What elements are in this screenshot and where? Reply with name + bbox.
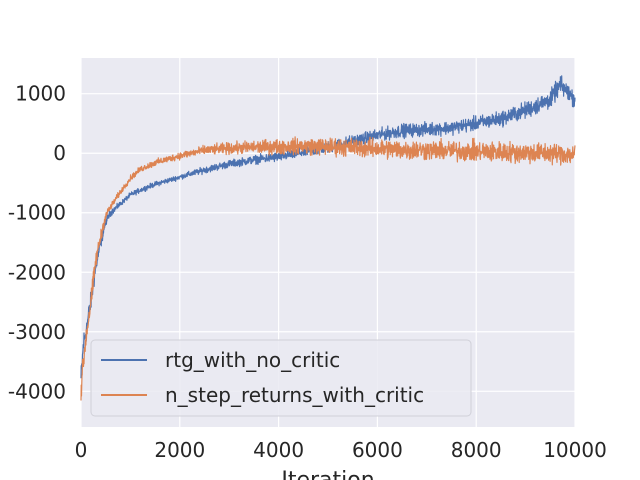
y-tick-label: -3000 bbox=[8, 320, 66, 344]
x-tick-label: 4000 bbox=[253, 438, 304, 462]
legend: rtg_with_no_critic n_step_returns_with_cr… bbox=[90, 339, 472, 417]
x-tick-labels: 0 2000 4000 6000 8000 10000 bbox=[75, 438, 607, 462]
y-tick-label: 1000 bbox=[15, 82, 66, 106]
legend-box bbox=[90, 339, 472, 417]
x-axis-label: Iteration bbox=[281, 468, 374, 480]
y-tick-label: 0 bbox=[53, 141, 66, 165]
x-tick-label: 10000 bbox=[543, 438, 607, 462]
x-tick-label: 6000 bbox=[352, 438, 403, 462]
legend-label: n_step_returns_with_critic bbox=[165, 383, 424, 407]
series-line-n_step_returns_with_critic bbox=[80, 136, 576, 401]
x-tick-label: 8000 bbox=[451, 438, 502, 462]
series-lines bbox=[80, 75, 576, 401]
legend-label: rtg_with_no_critic bbox=[165, 348, 340, 372]
y-tick-label: -2000 bbox=[8, 260, 66, 284]
y-tick-label: -1000 bbox=[8, 201, 66, 225]
x-tick-label: 2000 bbox=[154, 438, 205, 462]
y-tick-label: -4000 bbox=[8, 379, 66, 403]
x-tick-label: 0 bbox=[75, 438, 88, 462]
y-tick-labels: -4000 -3000 -2000 -1000 0 1000 bbox=[8, 82, 66, 404]
